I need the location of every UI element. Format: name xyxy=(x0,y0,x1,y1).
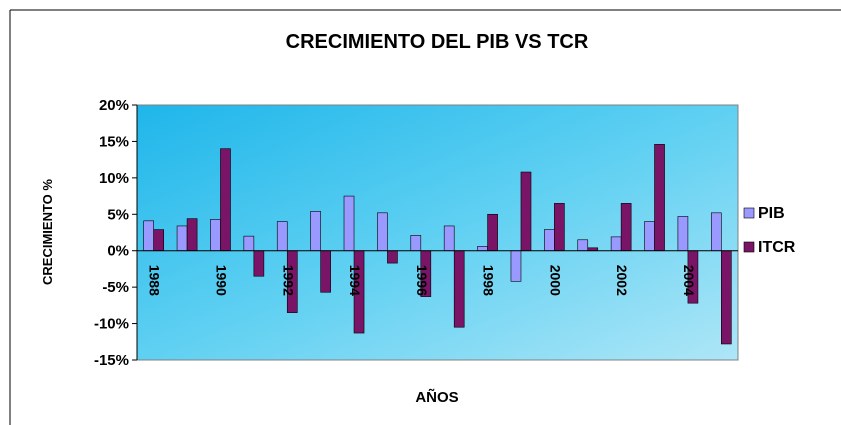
bar xyxy=(710,212,722,252)
bar xyxy=(721,250,732,345)
x-tick-label: 1992 xyxy=(280,265,296,296)
bar xyxy=(377,212,388,252)
bar xyxy=(677,216,689,252)
bar xyxy=(453,250,465,328)
legend-swatch xyxy=(743,207,755,219)
bar xyxy=(410,235,422,252)
y-tick-label: 0% xyxy=(107,243,129,260)
y-tick-label: -5% xyxy=(102,279,129,296)
y-tick-label: -15% xyxy=(94,352,129,369)
bar xyxy=(544,229,555,252)
chart-title: CRECIMIENTO DEL PIB VS TCR xyxy=(286,31,589,53)
bar xyxy=(443,225,455,252)
y-axis-label: CRECIMIENTO % xyxy=(40,179,55,285)
y-tick-label: -10% xyxy=(94,316,129,333)
x-tick-label: 1988 xyxy=(147,265,163,296)
y-tick-label: 5% xyxy=(107,206,129,223)
x-tick-label: 2004 xyxy=(681,265,697,296)
bar xyxy=(644,221,655,252)
bar xyxy=(210,219,221,252)
bar xyxy=(243,235,255,252)
x-tick-label: 2000 xyxy=(547,265,563,296)
bar xyxy=(343,195,355,252)
bar xyxy=(487,213,498,252)
bar xyxy=(143,220,154,252)
bar xyxy=(186,218,198,252)
bar xyxy=(387,250,398,264)
x-tick-label: 2002 xyxy=(614,265,630,296)
bar xyxy=(153,229,165,252)
legend-label: PIB xyxy=(758,205,785,222)
bar xyxy=(253,250,265,277)
bar xyxy=(610,236,622,252)
bar xyxy=(520,171,532,252)
legend-swatch xyxy=(743,241,755,253)
bar xyxy=(276,221,288,252)
y-tick-label: 10% xyxy=(99,170,129,187)
y-tick-label: 20% xyxy=(99,97,129,114)
bar xyxy=(310,211,321,252)
bar xyxy=(577,239,589,252)
x-tick-label: 1990 xyxy=(213,265,229,296)
bar xyxy=(620,203,632,252)
x-tick-label: 1994 xyxy=(347,265,363,296)
y-tick-label: 15% xyxy=(99,133,129,150)
bar xyxy=(510,250,522,282)
bar xyxy=(554,203,565,252)
bar xyxy=(320,250,331,293)
x-axis-label: AÑOS xyxy=(415,388,458,406)
x-tick-label: 1996 xyxy=(414,265,430,296)
bar xyxy=(654,144,665,252)
x-tick-label: 1998 xyxy=(481,265,497,296)
bar xyxy=(176,225,188,252)
bar xyxy=(477,246,488,252)
legend-label: ITCR xyxy=(758,239,796,256)
bar xyxy=(220,148,231,252)
